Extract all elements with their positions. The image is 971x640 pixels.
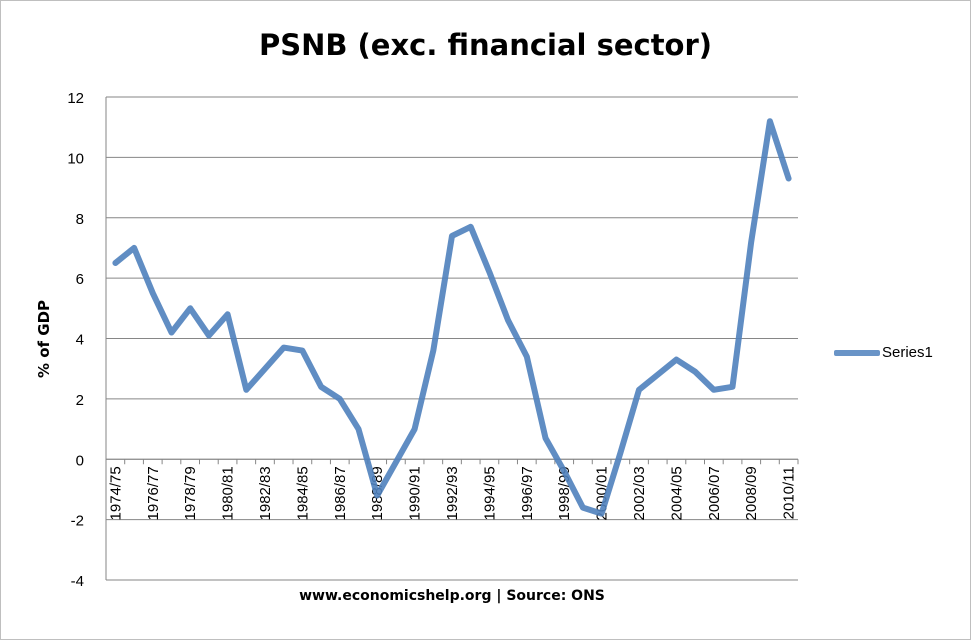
y-tick-label: 2	[76, 392, 84, 409]
legend-swatch-series1	[834, 349, 880, 356]
x-tick-label: 1996/97	[519, 466, 536, 520]
x-tick-label: 1992/93	[444, 466, 461, 520]
series-line-series1	[112, 118, 792, 517]
x-tick-label: 1978/79	[182, 466, 199, 520]
x-tick-label: 1984/85	[294, 466, 311, 520]
x-tick-label: 1990/91	[407, 466, 424, 520]
legend-label-series1: Series1	[882, 344, 933, 361]
y-tick-label: 6	[76, 271, 84, 288]
y-tick-label: 0	[76, 452, 84, 469]
y-tick-label: 10	[67, 150, 84, 167]
chart-footer: www.economicshelp.org | Source: ONS	[299, 588, 605, 604]
y-tick-label: 4	[76, 332, 84, 349]
x-tick-label: 2004/05	[668, 466, 685, 520]
x-tick-label: 2008/09	[743, 466, 760, 520]
y-tick-label: -2	[71, 513, 84, 530]
y-tick-label: 12	[67, 90, 84, 107]
legend: Series1	[834, 344, 933, 361]
x-tick-label: 1980/81	[220, 466, 237, 520]
y-tick-label: -4	[71, 573, 84, 590]
chart-title: PSNB (exc. financial sector)	[258, 28, 713, 62]
x-tick-label: 1982/83	[257, 466, 274, 520]
x-tick-label: 2010/11	[781, 466, 798, 519]
x-tick-label: 1974/75	[107, 466, 124, 520]
x-tick-label: 1976/77	[145, 466, 162, 520]
y-tick-label: 8	[76, 211, 84, 228]
x-tick-label: 1986/87	[332, 466, 349, 520]
x-tick-label: 2006/07	[706, 466, 723, 520]
x-tick-label: 1994/95	[481, 466, 498, 520]
x-tick-label: 2002/03	[631, 466, 648, 520]
